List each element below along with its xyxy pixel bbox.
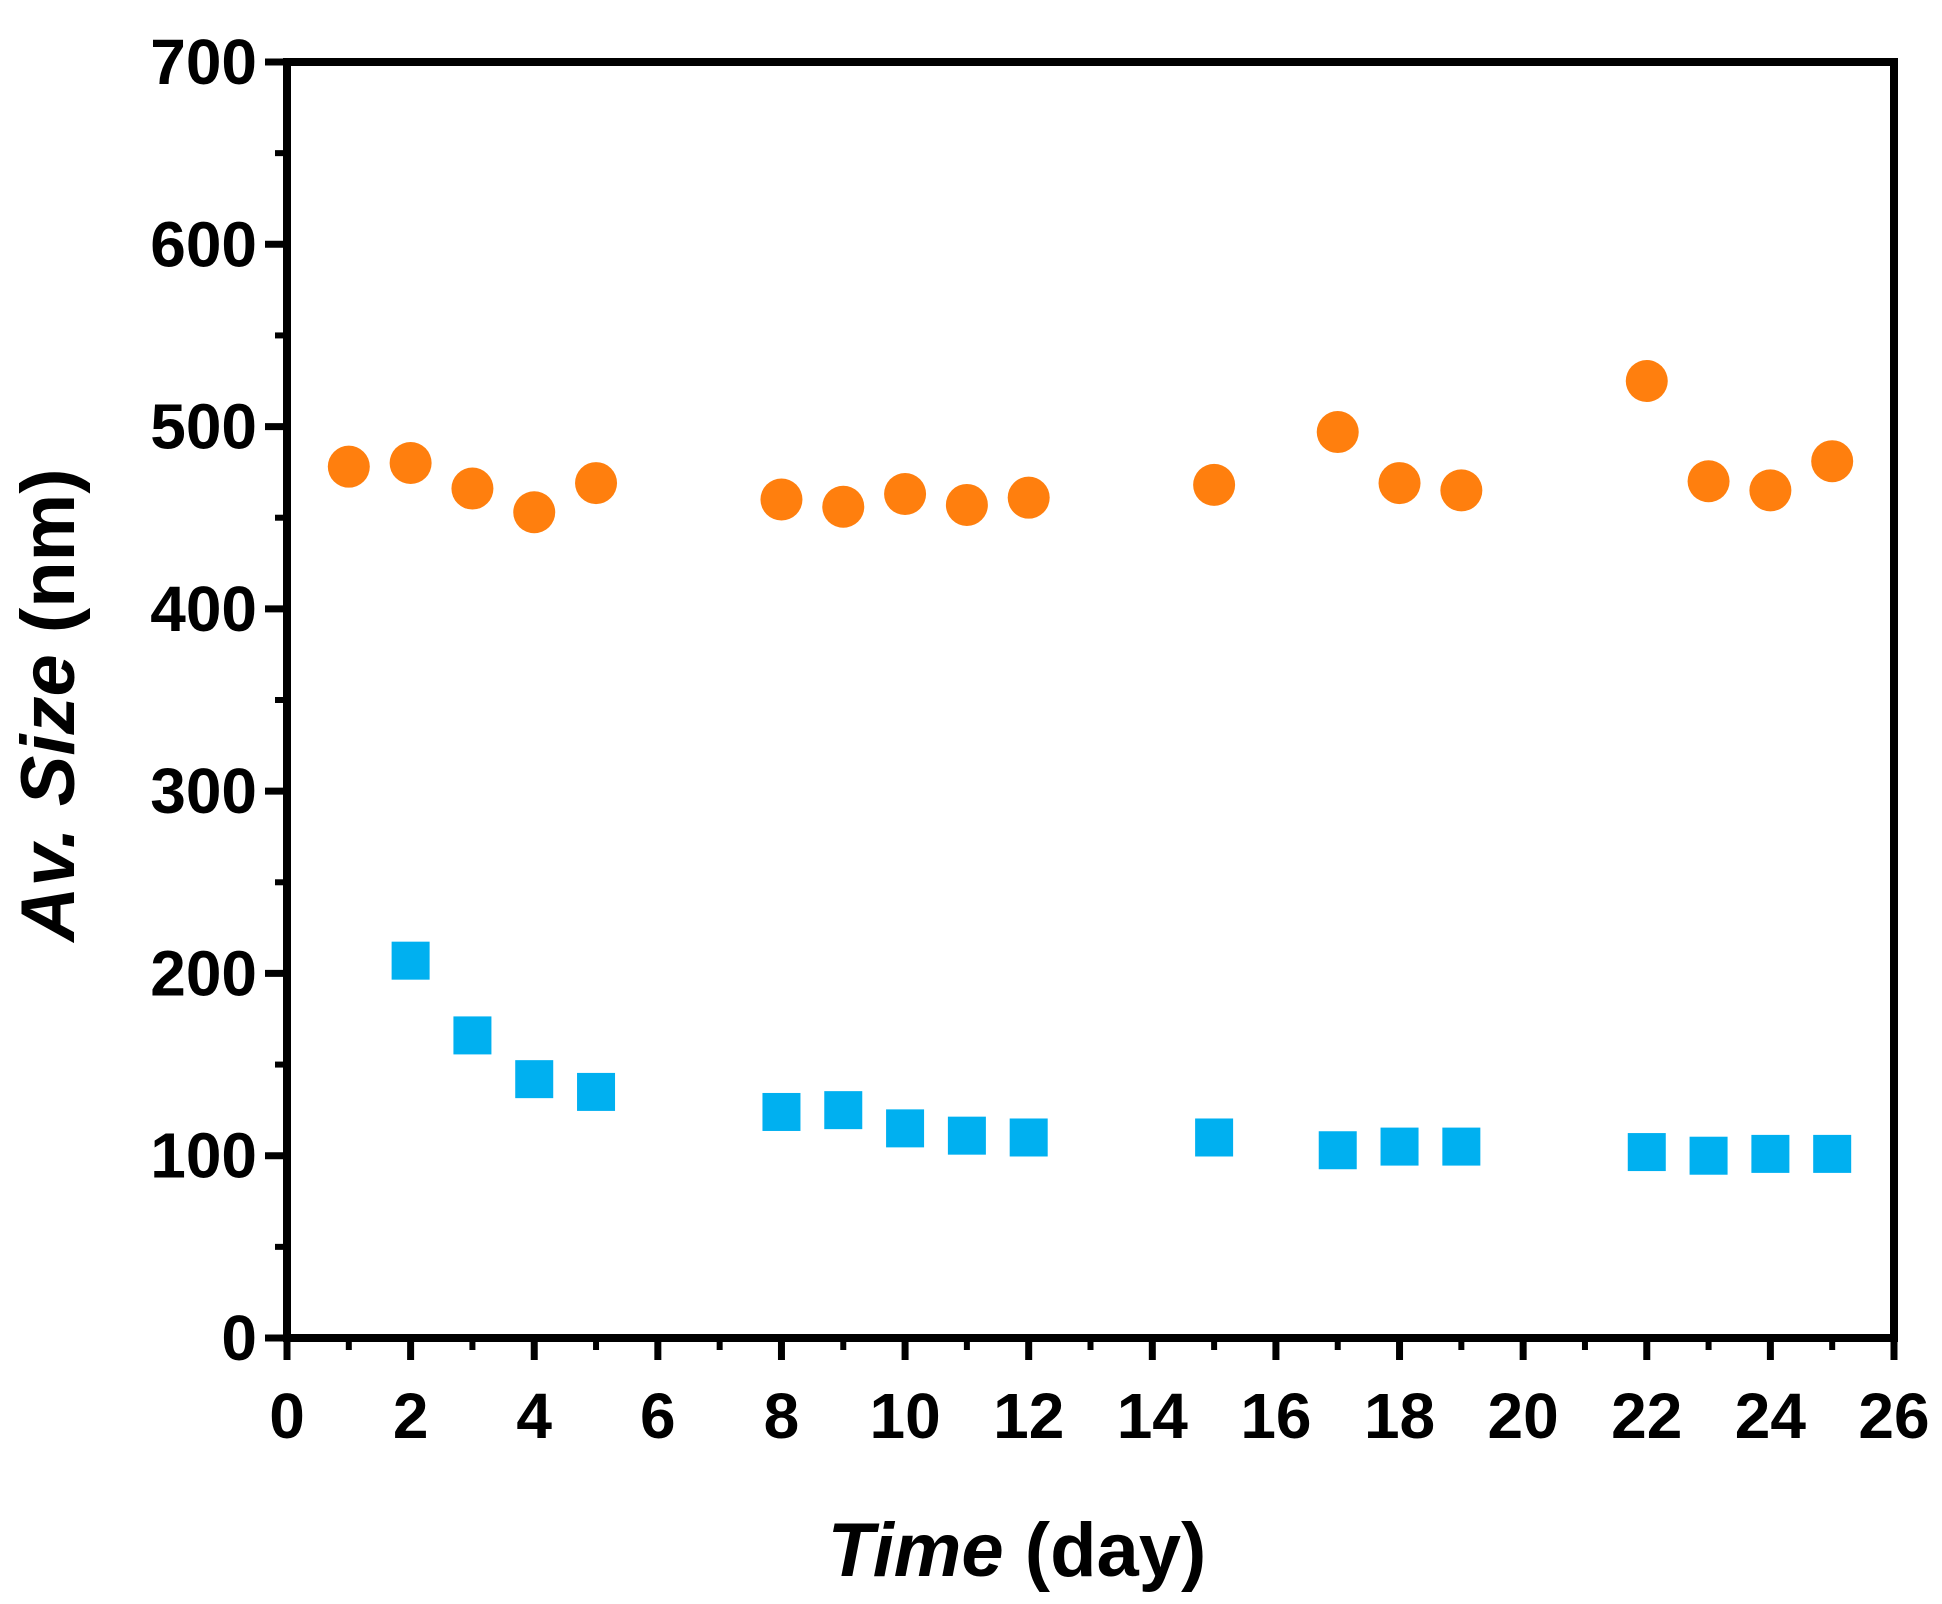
y-axis-title-italic: Av. Size [6,654,91,943]
data-point-circle [1316,411,1359,454]
data-point-square [515,1060,554,1099]
y-tick-label: 400 [150,573,257,645]
data-point-square [1689,1136,1728,1175]
axis-ticks [265,58,1898,1360]
data-point-square [577,1072,616,1111]
data-point-square [1318,1131,1357,1170]
data-point-square [1627,1133,1666,1172]
data-point-square [824,1091,863,1130]
x-tick-label: 18 [1364,1380,1435,1452]
data-point-circle [1687,460,1730,503]
data-markers [327,360,1854,1175]
data-point-circle [451,467,494,510]
y-tick-label: 0 [221,1302,257,1374]
y-tick-label: 600 [150,208,257,280]
x-axis-title-unit: (day) [1004,1508,1207,1593]
y-tick-label: 100 [150,1120,257,1192]
data-point-circle [760,478,803,521]
x-tick-label: 4 [516,1380,552,1452]
x-tick-label: 14 [1117,1380,1189,1452]
x-tick-label: 10 [869,1380,940,1452]
x-tick-label: 20 [1488,1380,1559,1452]
x-tick-label: 2 [393,1380,429,1452]
data-point-square [1009,1118,1048,1157]
data-point-square [1195,1118,1234,1157]
data-point-circle [945,483,988,526]
x-tick-label: 22 [1611,1380,1682,1452]
data-point-circle [1811,440,1854,483]
data-point-square [391,941,430,980]
data-point-circle [884,473,927,516]
x-tick-label: 12 [993,1380,1064,1452]
data-point-circle [1440,469,1483,512]
x-tick-label: 8 [764,1380,800,1452]
data-point-square [453,1016,492,1055]
data-point-square [886,1109,925,1148]
data-point-square [762,1092,801,1131]
data-point-circle [575,462,618,505]
data-point-circle [513,491,556,534]
y-axis-title: Av. Size (nm) [6,469,91,944]
data-point-square [1442,1127,1481,1166]
y-tick-label: 300 [150,755,257,827]
x-axis-title-italic: Time [828,1508,1004,1593]
data-point-circle [1007,476,1050,519]
data-point-circle [1193,463,1236,506]
data-point-square [1380,1127,1419,1166]
y-tick-label: 500 [150,391,257,463]
axis-tick-labels: 0 2 4 6 8 10 12 14 16 18 20 22 24 2601002003004005006… [150,26,1929,1452]
data-point-circle [822,485,865,528]
data-point-circle [389,442,432,485]
x-tick-label: 24 [1735,1380,1807,1452]
y-tick-label: 200 [150,937,257,1009]
y-axis-title-unit: (nm) [6,469,91,655]
x-tick-label: 0 [269,1380,305,1452]
data-point-circle [327,445,370,488]
x-tick-label: 6 [640,1380,676,1452]
x-axis-title: Time (day) [828,1508,1207,1593]
data-point-circle [1625,360,1668,402]
data-point-square [1813,1134,1852,1173]
x-tick-label: 26 [1858,1380,1929,1452]
data-point-circle [1378,462,1421,505]
data-point-square [947,1116,986,1155]
x-tick-label: 16 [1240,1380,1311,1452]
data-point-square [1751,1134,1790,1173]
data-point-circle [1749,469,1792,512]
y-tick-label: 700 [150,26,257,98]
